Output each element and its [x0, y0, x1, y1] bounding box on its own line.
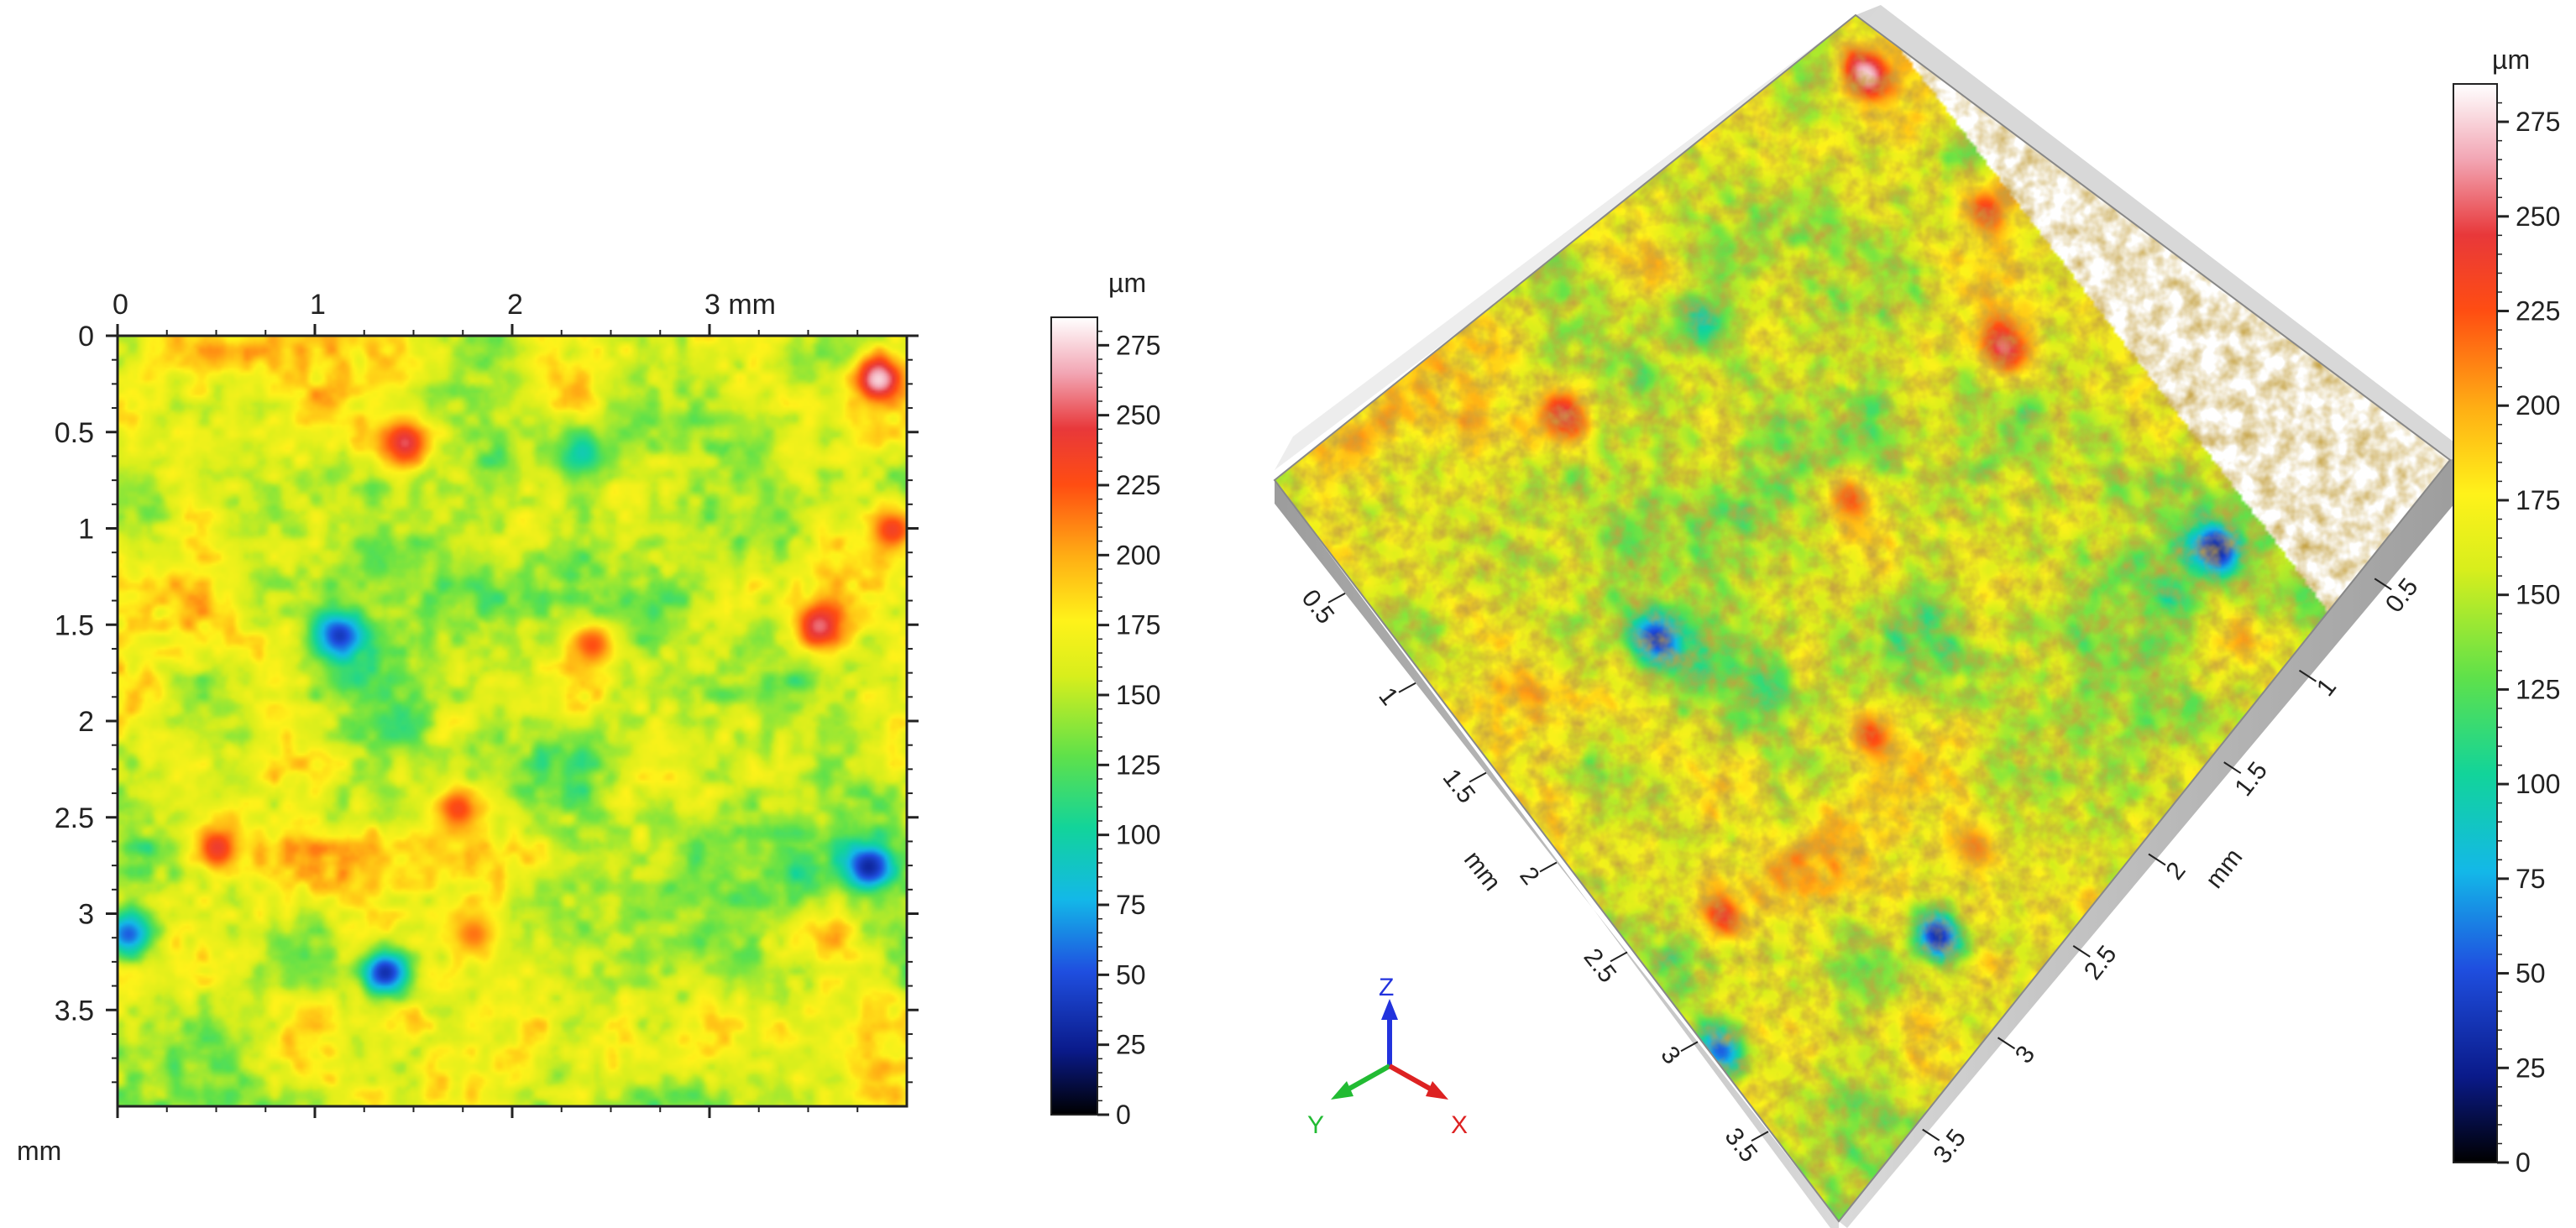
y-tick-label: 3	[78, 899, 94, 931]
colorbar-left-bar	[1050, 316, 1098, 1116]
surface-tick	[1327, 592, 1346, 604]
surface-tick	[1398, 682, 1416, 693]
surface-tick-label: 3	[1655, 1042, 1685, 1069]
surface-tick-label: 3.5	[1720, 1123, 1763, 1168]
surface-tick-label: 2	[2160, 857, 2191, 885]
heightmap-image	[118, 336, 907, 1106]
surface-tick	[1680, 1041, 1699, 1053]
surface-tick-label: 0.5	[1296, 584, 1340, 629]
surface-back-wall-right	[1856, 5, 2469, 460]
colorbar-tick-label: 200	[1116, 540, 1160, 570]
heightmap-axes: 0 1 2 3 mm 0 0.5 1 1.5 2 2.5 3 3.5	[55, 289, 919, 1118]
colorbar-tick-label: 200	[2516, 390, 2560, 421]
surface-left-axis-label: mm	[1458, 846, 1506, 896]
colorbar-tick-label: 25	[1116, 1030, 1146, 1060]
surface-tick-label: 2.5	[1579, 943, 1622, 988]
surface-tick	[1469, 771, 1487, 783]
surface-tick-label: 1.5	[1437, 764, 1481, 808]
colorbar-left: µm 0 25 50 75 100 125 150 175 200 225 250 275	[1050, 268, 1160, 1130]
colorbar-tick-label: 100	[2516, 769, 2560, 799]
surface-tick	[2298, 669, 2317, 682]
colorbar-tick-label: 275	[1116, 330, 1160, 360]
colorbar-tick-label: 75	[2516, 864, 2546, 894]
triad-x-label: X	[1451, 1111, 1468, 1139]
triad-y-label: Y	[1307, 1111, 1324, 1139]
colorbar-left-unit: µm	[1108, 268, 1146, 298]
surface-tick	[2148, 853, 2166, 866]
surface-tick	[2223, 761, 2242, 774]
colorbar-tick-label: 150	[1116, 680, 1160, 710]
colorbar-right: µm 0 25 50 75 100 125 150 175 200 225 250 275	[2453, 44, 2560, 1178]
heightmap-2d: 0 1 2 3 mm 0 0.5 1 1.5 2 2.5 3 3.5 mm	[17, 289, 919, 1166]
axis-triad: Z Y X	[1307, 974, 1468, 1139]
colorbar-tick-label: 0	[2516, 1147, 2531, 1178]
triad-z-label: Z	[1379, 974, 1394, 1001]
colorbar-tick-label: 175	[1116, 610, 1160, 640]
surface-tick-label: 1	[1373, 682, 1403, 710]
surface-tick	[1539, 861, 1558, 873]
surface-tick	[1751, 1131, 1769, 1142]
y-tick-label: 1.5	[55, 609, 94, 641]
heightmap-unit-label: mm	[17, 1136, 61, 1166]
colorbar-left-ticks: 0 25 50 75 100 125 150 175 200 225 250 275	[1097, 330, 1160, 1130]
surface-tick	[2374, 577, 2392, 591]
surface-3d: 0.511.522.533.5 0.511.522.533.5 mm mm Z …	[1273, 5, 2469, 1228]
surface-tick-label: 1	[2312, 673, 2342, 701]
surface-tick	[1997, 1037, 2016, 1050]
colorbar-tick-label: 50	[1116, 959, 1146, 990]
colorbar-tick-label: 225	[1116, 470, 1160, 500]
y-tick-label: 2	[78, 706, 94, 738]
colorbar-tick-label: 150	[2516, 580, 2560, 610]
colorbar-tick-label: 225	[2516, 296, 2560, 327]
y-tick-label: 0.5	[55, 417, 94, 449]
colorbar-right-unit: µm	[2492, 44, 2530, 75]
colorbar-tick-label: 50	[2516, 959, 2546, 989]
x-tick-label: 2	[507, 289, 523, 321]
surface-tick	[1610, 951, 1628, 963]
surface-tick-label: 3	[2010, 1041, 2040, 1069]
y-tick-label: 1	[78, 514, 94, 546]
x-tick-label: 1	[310, 289, 326, 321]
surface-tick	[1922, 1128, 1940, 1142]
surface-tick-label: 2.5	[2079, 940, 2123, 985]
colorbar-tick-label: 175	[2516, 485, 2560, 515]
surface-right-axis-label: mm	[2201, 844, 2249, 894]
y-tick-label: 0	[78, 321, 94, 353]
surface-left-wall	[1275, 480, 1839, 1228]
colorbar-tick-label: 275	[2516, 107, 2560, 137]
colorbar-right-bar	[2453, 83, 2498, 1163]
x-tick-label: 3 mm	[704, 289, 776, 321]
colorbar-right-ticks: 0 25 50 75 100 125 150 175 200 225 250 275	[2497, 102, 2560, 1178]
x-tick-label: 0	[113, 289, 128, 321]
colorbar-tick-label: 250	[1116, 400, 1160, 431]
surface-tick-label: 2	[1514, 862, 1544, 890]
colorbar-tick-label: 125	[1116, 750, 1160, 780]
colorbar-tick-label: 0	[1116, 1100, 1131, 1130]
colorbar-tick-label: 25	[2516, 1053, 2546, 1083]
colorbar-tick-label: 75	[1116, 890, 1146, 920]
surface-tick-label: 3.5	[1928, 1124, 1971, 1168]
y-tick-label: 3.5	[55, 995, 94, 1027]
colorbar-tick-label: 125	[2516, 674, 2560, 704]
surface-outline	[1273, 13, 2452, 1223]
surface-right-wall	[1839, 453, 2469, 1228]
surface-tick	[2072, 945, 2091, 958]
colorbar-tick-label: 250	[2516, 201, 2560, 232]
surface-texture	[1275, 15, 2450, 1221]
y-tick-label: 2.5	[55, 802, 94, 834]
colorbar-tick-label: 100	[1116, 820, 1160, 850]
